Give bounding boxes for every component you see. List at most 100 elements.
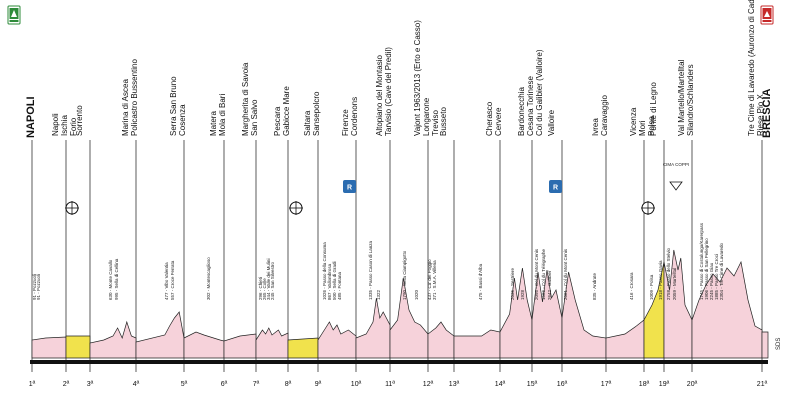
peak-label: 1322 [376, 289, 381, 300]
city-label: Val Martello/Martelltal [677, 59, 686, 136]
stage-number: 21ª [757, 381, 768, 388]
stage-profile [255, 327, 289, 359]
peak-label: 1918 - Passo Gavia [658, 260, 663, 300]
peak-label: 475 - Bassi d'Alba [478, 263, 483, 300]
city-label: Saltara [303, 110, 312, 136]
city-label: Marina di Ascea [121, 79, 130, 136]
stage-number: 1ª [29, 381, 36, 388]
peak-label: 557 - Croce Ferrata [170, 260, 175, 300]
peak-label: 1335 - Passo Cason di Lanza [368, 240, 373, 300]
city-label: Caravaggio [600, 95, 609, 136]
peak-label: 867 - Vallombrosa [327, 263, 332, 300]
stage-number: 12ª [423, 381, 434, 388]
mountain-icon [11, 10, 17, 17]
peak-label: 2035 - Sestriere [510, 267, 515, 300]
stage-number: 4ª [133, 381, 140, 388]
peak-label: 302 - Montescaglioso [206, 257, 211, 300]
time-trial-icon [641, 201, 655, 215]
peak-label: 2059 - Martelltal [672, 268, 677, 300]
city-label: Margherita di Savoia [241, 62, 250, 136]
peak-label: 91 - Pozzuoli [32, 274, 37, 300]
peak-label: 2081 - Col du Mont Cenis [563, 248, 568, 300]
city-label: Cesana Torinese [526, 76, 535, 136]
city-label: Altopiano del Montasio [375, 55, 384, 136]
city-label: Cherasco [485, 101, 494, 136]
city-label: Cordenons [350, 97, 359, 136]
city-label: Silandro/Schlanders [686, 64, 695, 136]
endpoint-city-label: NAPOLI [25, 96, 37, 138]
peak-label: 1790 - Sella Ciampigotto [402, 250, 407, 300]
rest-day-badge: R [549, 180, 562, 193]
city-label: Forio [69, 117, 78, 136]
end-badge [760, 5, 774, 25]
city-label: Valloire [547, 109, 556, 136]
stage-number: 8ª [285, 381, 292, 388]
peak-label: 630 - Monte Cavallo [108, 259, 113, 300]
city-label: Bardonecchia [517, 87, 526, 136]
peak-labels: 91 - Pozzuoli 91 - Pozzuoli 630 - Monte Ca… [32, 222, 724, 300]
peak-label: 1745 - Passo di Costalunga/Karerpass [699, 222, 704, 300]
stage-number: 13ª [449, 381, 460, 388]
stage-profile [389, 277, 429, 359]
peak-label: 1906 - Passo di San Pellegrino [704, 238, 709, 300]
peak-label: 265 - Colle [262, 278, 267, 300]
stage-number: 9ª [315, 381, 322, 388]
peak-label: 2304 - Tre Cime di Lavaredo [719, 242, 724, 300]
time-trial-profile [287, 337, 319, 359]
peak-label: 1020 [414, 289, 419, 300]
peak-label: 1566 - Col du Télégraphe [541, 249, 546, 300]
stage-profile [561, 271, 607, 359]
time-trial-icon [65, 201, 79, 215]
peak-label: 995 - Sella di Cellina [114, 258, 119, 300]
stage-number: 16ª [557, 381, 568, 388]
city-label: Firenze [341, 109, 350, 136]
stage-number: 5ª [181, 381, 188, 388]
stage-number: 6ª [221, 381, 228, 388]
city-label: Treviso [431, 110, 440, 136]
city-label: Tarvisio (Cave del Predil) [384, 47, 393, 136]
stage-profile [761, 331, 769, 359]
cima-coppi-marker: CIMA COPPI [663, 162, 689, 191]
stage-number: 15ª [527, 381, 538, 388]
stage-profile [135, 311, 185, 359]
svg-text:R: R [553, 185, 558, 192]
city-label: Vicenza [629, 107, 638, 136]
stage-profile [499, 267, 533, 359]
city-label: Col du Galibier (Valloire) [535, 49, 544, 136]
stage-number: 11ª [385, 381, 395, 388]
peak-label: 1885 - Passo Tre Croci [714, 254, 719, 300]
peak-label: 2095 - Col du Mont Cenis [534, 248, 539, 300]
city-label: Ischia [60, 115, 69, 136]
city-label: Mori [638, 120, 647, 136]
start-badge [7, 5, 21, 25]
stage-numbers: 1ª 2ª 3ª 4ª 5ª 6ª 7ª 8ª 9ª 10ª 11ª 12ª 13ª 14ª 15ª 16ª 1… [29, 381, 768, 388]
city-label: Gabicce Mare [282, 86, 291, 136]
peak-label: 2758 - Passo dello Stelvio [666, 247, 671, 300]
stage-number: 18ª [639, 381, 650, 388]
stage-number: 10ª [351, 381, 362, 388]
city-label: Sorrento [75, 105, 84, 136]
svg-text:R: R [347, 185, 352, 192]
city-label: Riese Pio X [756, 94, 765, 136]
city-label: Sansepolcro [312, 91, 321, 136]
baseline-bar [30, 360, 768, 364]
peak-label: 1009 - Polsa [649, 274, 654, 300]
city-label: Tre Cime di Lavaredo (Auronzo di Cadore) [747, 0, 756, 136]
stage-profile [89, 320, 137, 359]
stage-profile [355, 297, 391, 359]
city-label: San Salvo [250, 99, 259, 136]
stage-number: 20ª [687, 381, 698, 388]
stage-profile [605, 319, 645, 359]
city-label: Ivrea [591, 118, 600, 136]
peak-label: 416 - Crosara [629, 272, 634, 300]
svg-text:CIMA COPPI: CIMA COPPI [663, 162, 689, 167]
peak-label: 477 - Vibo Valentia [164, 262, 169, 300]
rest-day-badge: R [343, 180, 356, 193]
peak-label: 1928 [520, 289, 525, 300]
stage-number: 3ª [87, 381, 94, 388]
peak-label: 344 - Valle dei Mulini [266, 259, 271, 300]
time-trial-icon [289, 201, 303, 215]
peak-label: 371 - S.M.A. Villeria [432, 260, 437, 300]
city-label: Polsa [647, 115, 656, 136]
